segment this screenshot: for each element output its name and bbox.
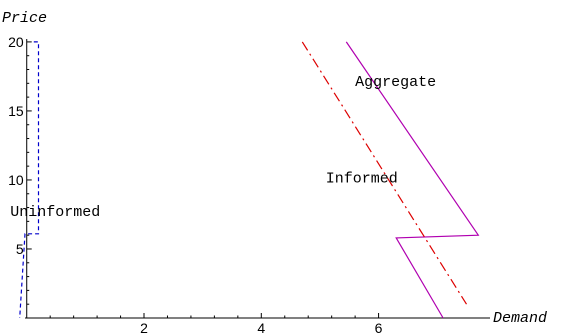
y-axis-label: Price: [2, 10, 47, 27]
uninformed-line: [19, 41, 40, 319]
y-tick-label: 10: [8, 172, 24, 188]
y-tick-label: 5: [16, 241, 24, 257]
aggregate-line: [345, 41, 480, 319]
ticks-group: 2 4 6 5 10 15 20: [8, 34, 383, 334]
x-axis-label: Demand: [493, 310, 547, 327]
uninformed_label: Uninformed: [10, 204, 100, 221]
y-tick-label: 15: [8, 103, 24, 119]
annotations-group: Aggregate Informed Uninformed: [10, 74, 436, 221]
x-tick-label: 4: [257, 320, 265, 334]
aggregate_label: Aggregate: [355, 74, 436, 91]
series-group: [19, 41, 480, 319]
x-tick-label: 2: [140, 320, 148, 334]
y-tick-label: 20: [8, 34, 24, 50]
informed-line: [301, 41, 468, 305]
x-tick-label: 6: [375, 320, 383, 334]
informed_label: Informed: [326, 171, 398, 188]
